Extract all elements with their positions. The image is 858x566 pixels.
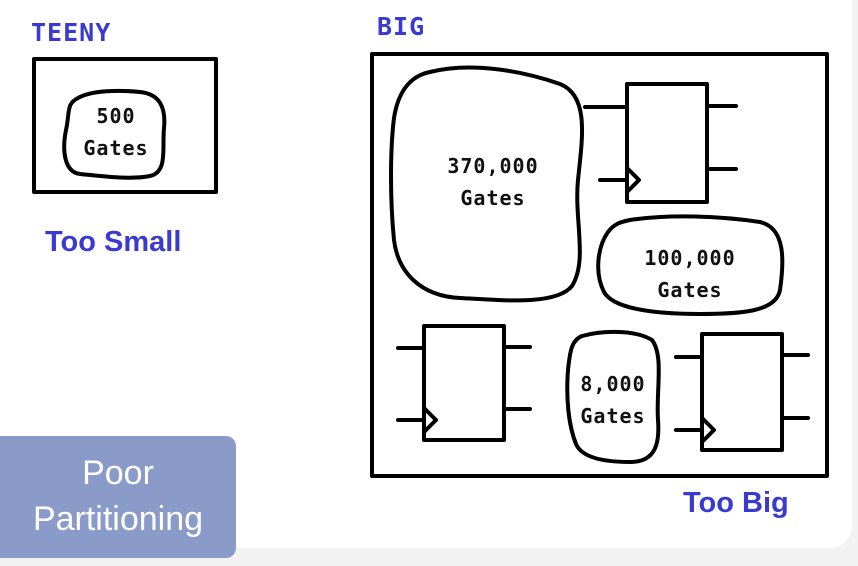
big-gate-label-370000: 370,000 Gates: [420, 150, 566, 214]
teeny-gate-blob: [62, 88, 167, 180]
badge-line-1: Poor: [82, 454, 154, 492]
gate-count-100000: 100,000: [644, 246, 736, 270]
flip-flop-2: [396, 324, 532, 442]
gate-unit-370000: Gates: [460, 186, 526, 210]
teeny-gate-unit: Gates: [83, 136, 149, 160]
flip-flop-3: [674, 332, 810, 452]
teeny-gate-count: 500: [96, 104, 136, 128]
gate-count-370000: 370,000: [447, 154, 539, 178]
big-gate-label-100000: 100,000 Gates: [616, 242, 764, 306]
big-gate-label-8000: 8,000 Gates: [570, 368, 656, 432]
poor-partitioning-badge: Poor Partitioning: [0, 436, 236, 558]
flip-flop-1: [583, 82, 738, 204]
gate-count-8000: 8,000: [580, 372, 646, 396]
big-gate-blob-8000: [565, 329, 661, 464]
teeny-chip-outline: [32, 57, 218, 194]
big-chip-outline: [370, 52, 829, 478]
big-gate-blob-370000: [389, 65, 584, 303]
badge-line-2: Partitioning: [32, 500, 204, 538]
big-gate-blob-100000: [596, 214, 785, 316]
teeny-gate-label: 500 Gates: [70, 100, 162, 164]
too-big-label: Too Big: [683, 487, 789, 519]
gate-unit-100000: Gates: [657, 278, 723, 302]
teeny-title: TEENY: [31, 18, 112, 47]
too-small-label: Too Small: [45, 226, 182, 258]
big-title: BIG: [377, 12, 426, 41]
gate-unit-8000: Gates: [580, 404, 646, 428]
